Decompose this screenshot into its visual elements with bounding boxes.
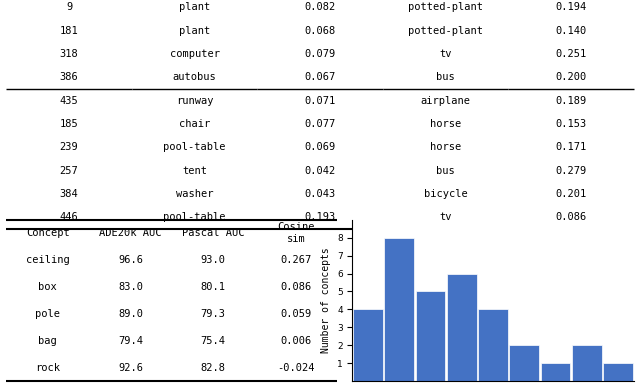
Bar <box>416 291 445 381</box>
Bar <box>447 273 477 381</box>
Bar <box>572 345 602 381</box>
Bar <box>509 345 539 381</box>
Bar <box>541 363 570 381</box>
Bar <box>478 309 508 381</box>
Bar <box>603 363 633 381</box>
Bar <box>353 309 383 381</box>
Bar <box>385 238 414 381</box>
Y-axis label: Number of concepts: Number of concepts <box>321 247 332 353</box>
